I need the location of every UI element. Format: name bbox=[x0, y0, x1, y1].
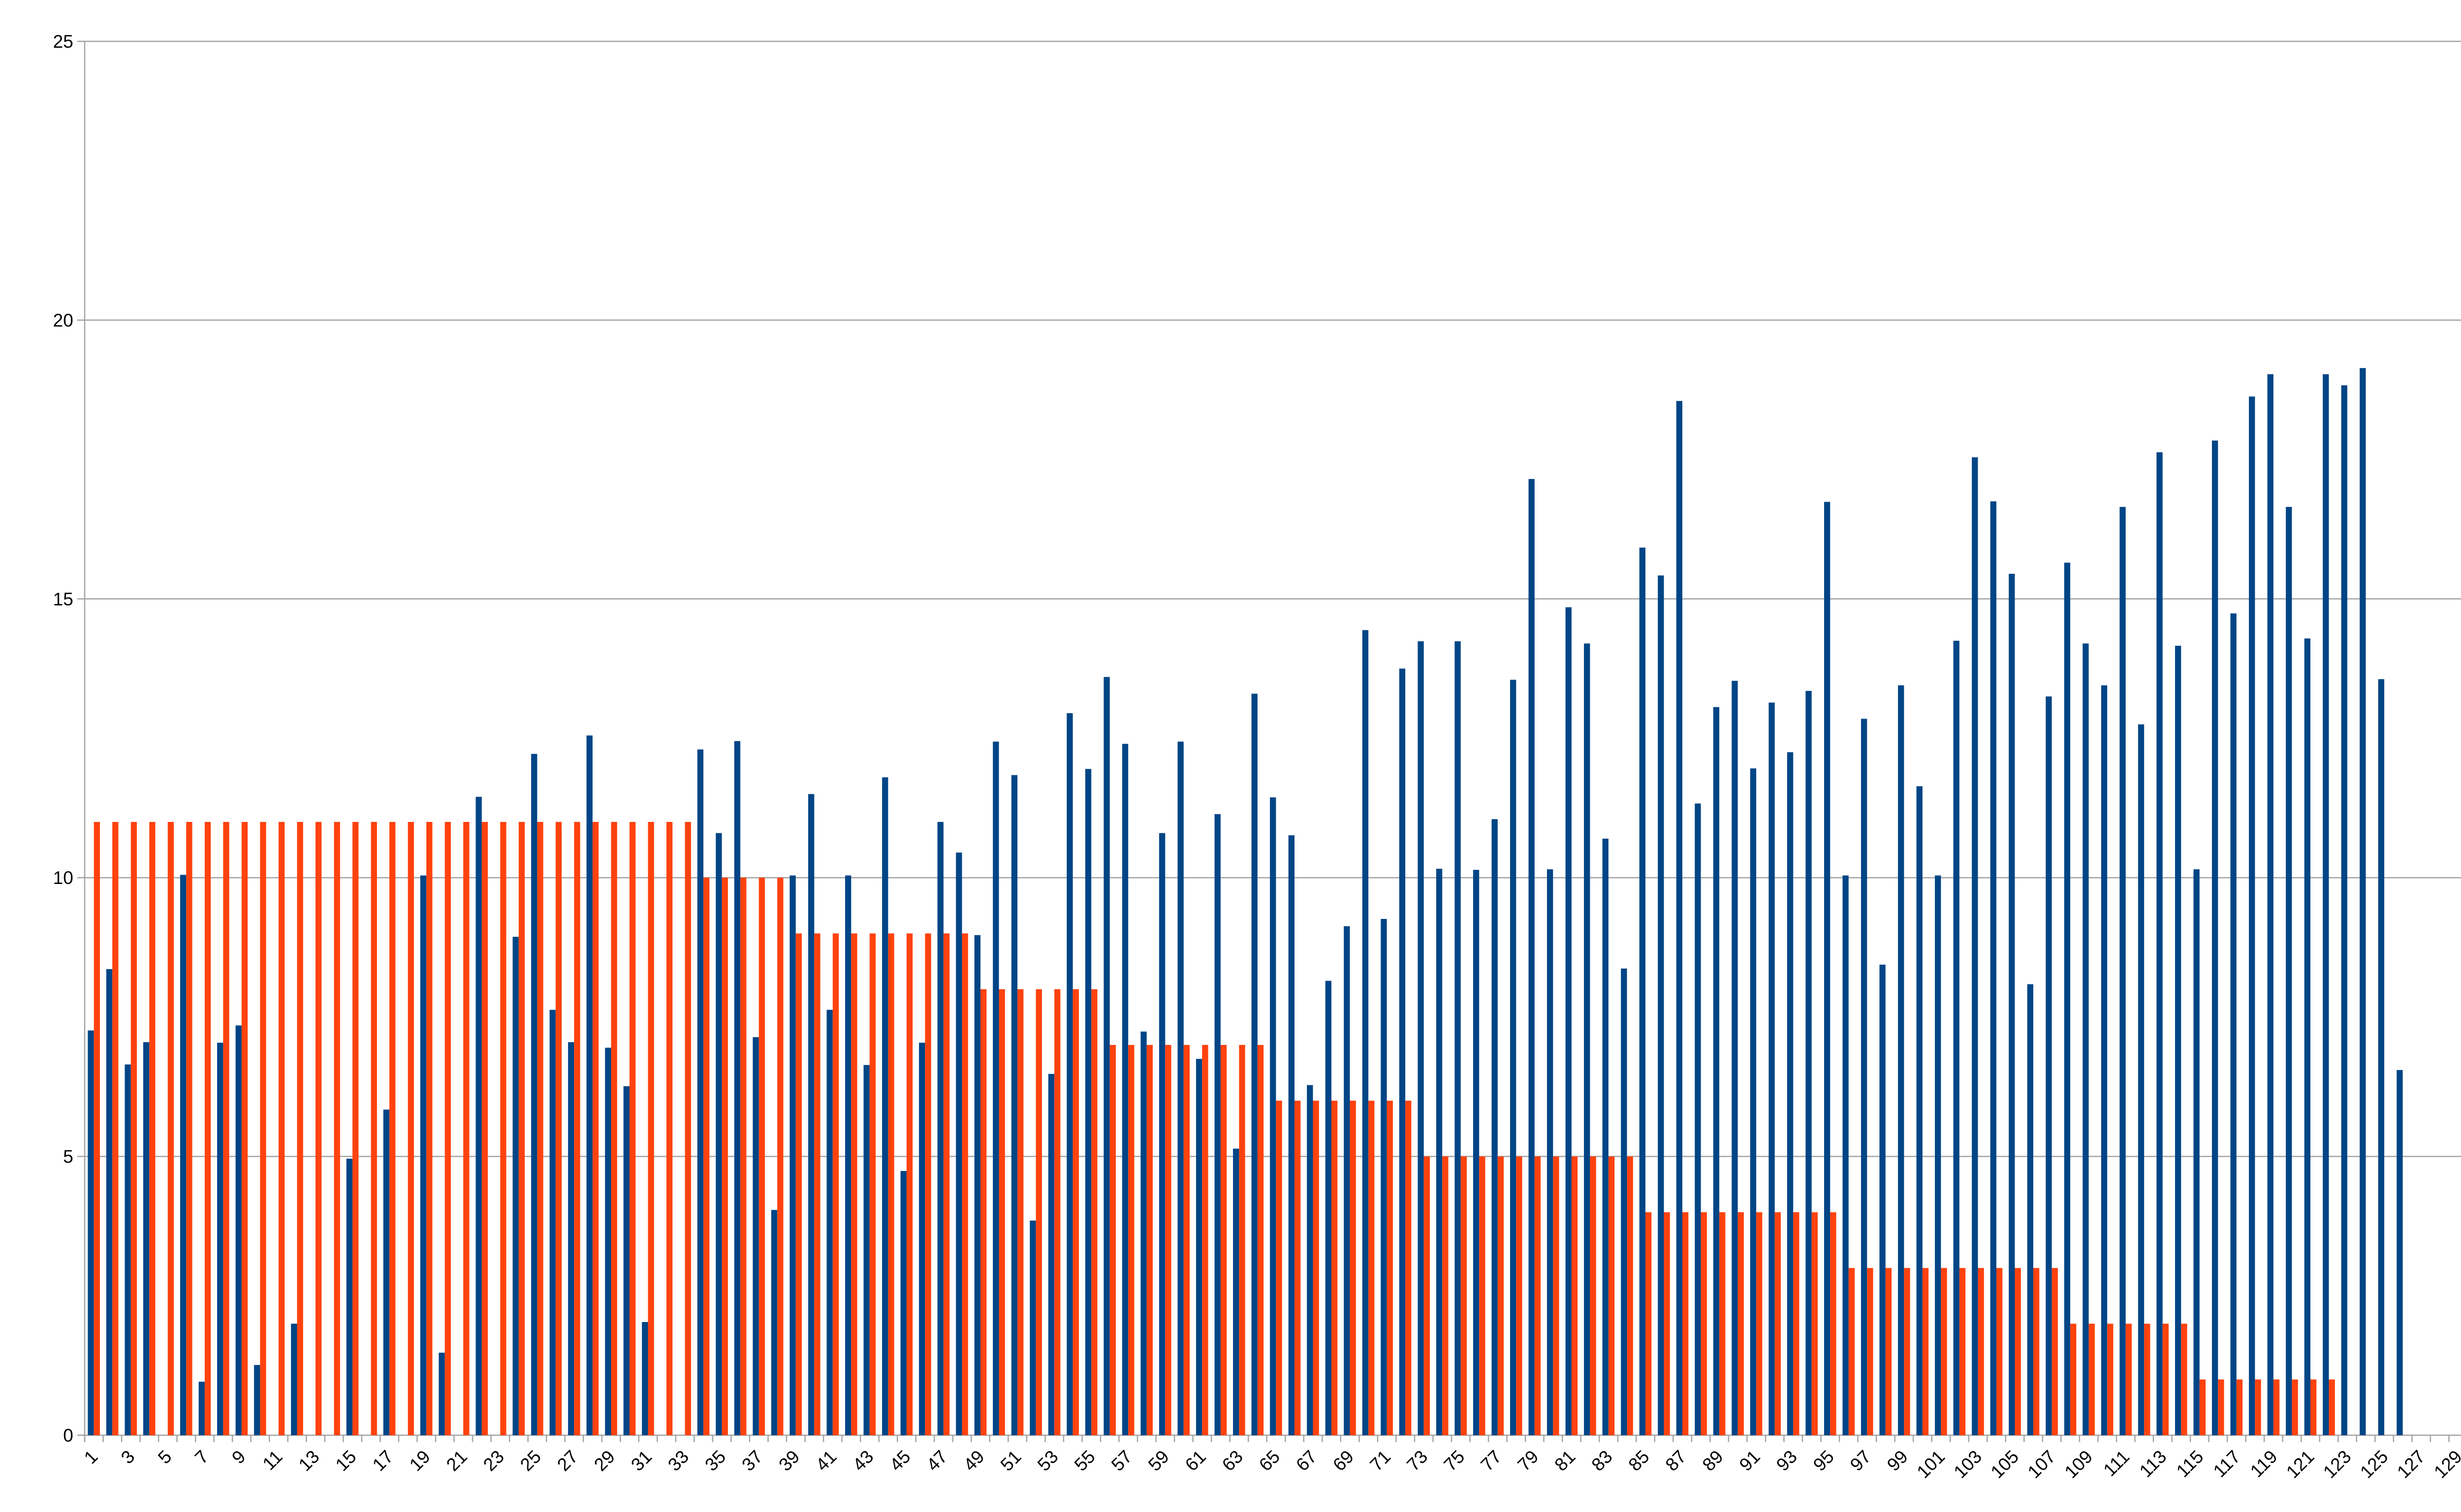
svg-text:31: 31 bbox=[627, 1447, 656, 1475]
svg-text:65: 65 bbox=[1255, 1447, 1284, 1475]
svg-text:117: 117 bbox=[2209, 1447, 2244, 1481]
svg-text:125: 125 bbox=[2356, 1447, 2392, 1482]
svg-text:5: 5 bbox=[63, 1147, 73, 1167]
svg-text:5: 5 bbox=[154, 1447, 176, 1468]
svg-text:35: 35 bbox=[701, 1447, 729, 1475]
svg-text:59: 59 bbox=[1144, 1447, 1173, 1475]
svg-text:89: 89 bbox=[1699, 1447, 1727, 1475]
svg-text:87: 87 bbox=[1662, 1447, 1690, 1475]
svg-text:103: 103 bbox=[1950, 1447, 1986, 1482]
svg-text:45: 45 bbox=[886, 1447, 915, 1475]
svg-text:20: 20 bbox=[53, 310, 73, 330]
svg-text:11: 11 bbox=[258, 1447, 286, 1474]
svg-text:71: 71 bbox=[1366, 1447, 1394, 1475]
svg-text:23: 23 bbox=[479, 1447, 508, 1475]
svg-text:15: 15 bbox=[53, 589, 73, 609]
svg-text:47: 47 bbox=[923, 1447, 951, 1475]
svg-text:27: 27 bbox=[553, 1447, 582, 1475]
svg-text:115: 115 bbox=[2173, 1447, 2208, 1481]
svg-text:109: 109 bbox=[2061, 1447, 2097, 1482]
svg-text:69: 69 bbox=[1329, 1447, 1357, 1475]
svg-text:127: 127 bbox=[2393, 1447, 2429, 1482]
svg-text:33: 33 bbox=[664, 1447, 693, 1475]
svg-text:95: 95 bbox=[1809, 1447, 1838, 1475]
svg-text:75: 75 bbox=[1440, 1447, 1468, 1475]
svg-text:81: 81 bbox=[1550, 1447, 1579, 1475]
svg-text:17: 17 bbox=[369, 1447, 397, 1475]
svg-text:39: 39 bbox=[775, 1447, 803, 1475]
svg-text:61: 61 bbox=[1181, 1447, 1210, 1475]
svg-text:13: 13 bbox=[295, 1447, 323, 1475]
svg-text:29: 29 bbox=[590, 1447, 619, 1475]
svg-text:67: 67 bbox=[1292, 1447, 1321, 1475]
svg-text:53: 53 bbox=[1034, 1447, 1062, 1475]
svg-text:97: 97 bbox=[1846, 1447, 1875, 1475]
svg-text:77: 77 bbox=[1477, 1447, 1505, 1475]
svg-text:73: 73 bbox=[1403, 1447, 1431, 1475]
svg-text:15: 15 bbox=[332, 1447, 360, 1475]
svg-text:7: 7 bbox=[191, 1447, 213, 1468]
svg-text:113: 113 bbox=[2136, 1447, 2171, 1481]
svg-text:9: 9 bbox=[228, 1447, 250, 1468]
svg-text:21: 21 bbox=[442, 1447, 471, 1475]
svg-text:119: 119 bbox=[2246, 1447, 2281, 1481]
svg-text:49: 49 bbox=[960, 1447, 988, 1475]
svg-text:55: 55 bbox=[1071, 1447, 1099, 1475]
svg-text:101: 101 bbox=[1913, 1447, 1949, 1482]
svg-text:123: 123 bbox=[2319, 1447, 2355, 1482]
svg-text:3: 3 bbox=[117, 1447, 139, 1468]
svg-text:93: 93 bbox=[1772, 1447, 1801, 1475]
svg-text:25: 25 bbox=[53, 32, 73, 52]
svg-text:37: 37 bbox=[738, 1447, 766, 1475]
svg-text:0: 0 bbox=[63, 1425, 73, 1446]
svg-text:51: 51 bbox=[997, 1447, 1025, 1475]
svg-text:19: 19 bbox=[406, 1447, 434, 1475]
svg-text:83: 83 bbox=[1588, 1447, 1616, 1475]
svg-text:129: 129 bbox=[2430, 1447, 2461, 1482]
svg-text:63: 63 bbox=[1218, 1447, 1247, 1475]
svg-text:121: 121 bbox=[2282, 1447, 2318, 1482]
svg-text:1: 1 bbox=[80, 1447, 102, 1468]
svg-text:85: 85 bbox=[1625, 1447, 1653, 1475]
svg-text:111: 111 bbox=[2100, 1447, 2134, 1480]
svg-text:99: 99 bbox=[1883, 1447, 1912, 1475]
svg-text:43: 43 bbox=[849, 1447, 877, 1475]
svg-text:41: 41 bbox=[812, 1447, 840, 1475]
svg-text:57: 57 bbox=[1107, 1447, 1136, 1475]
svg-text:10: 10 bbox=[53, 868, 73, 888]
svg-text:105: 105 bbox=[1987, 1447, 2023, 1482]
svg-text:91: 91 bbox=[1735, 1447, 1764, 1475]
svg-text:107: 107 bbox=[2024, 1447, 2060, 1482]
svg-text:79: 79 bbox=[1514, 1447, 1542, 1475]
svg-text:25: 25 bbox=[516, 1447, 545, 1475]
